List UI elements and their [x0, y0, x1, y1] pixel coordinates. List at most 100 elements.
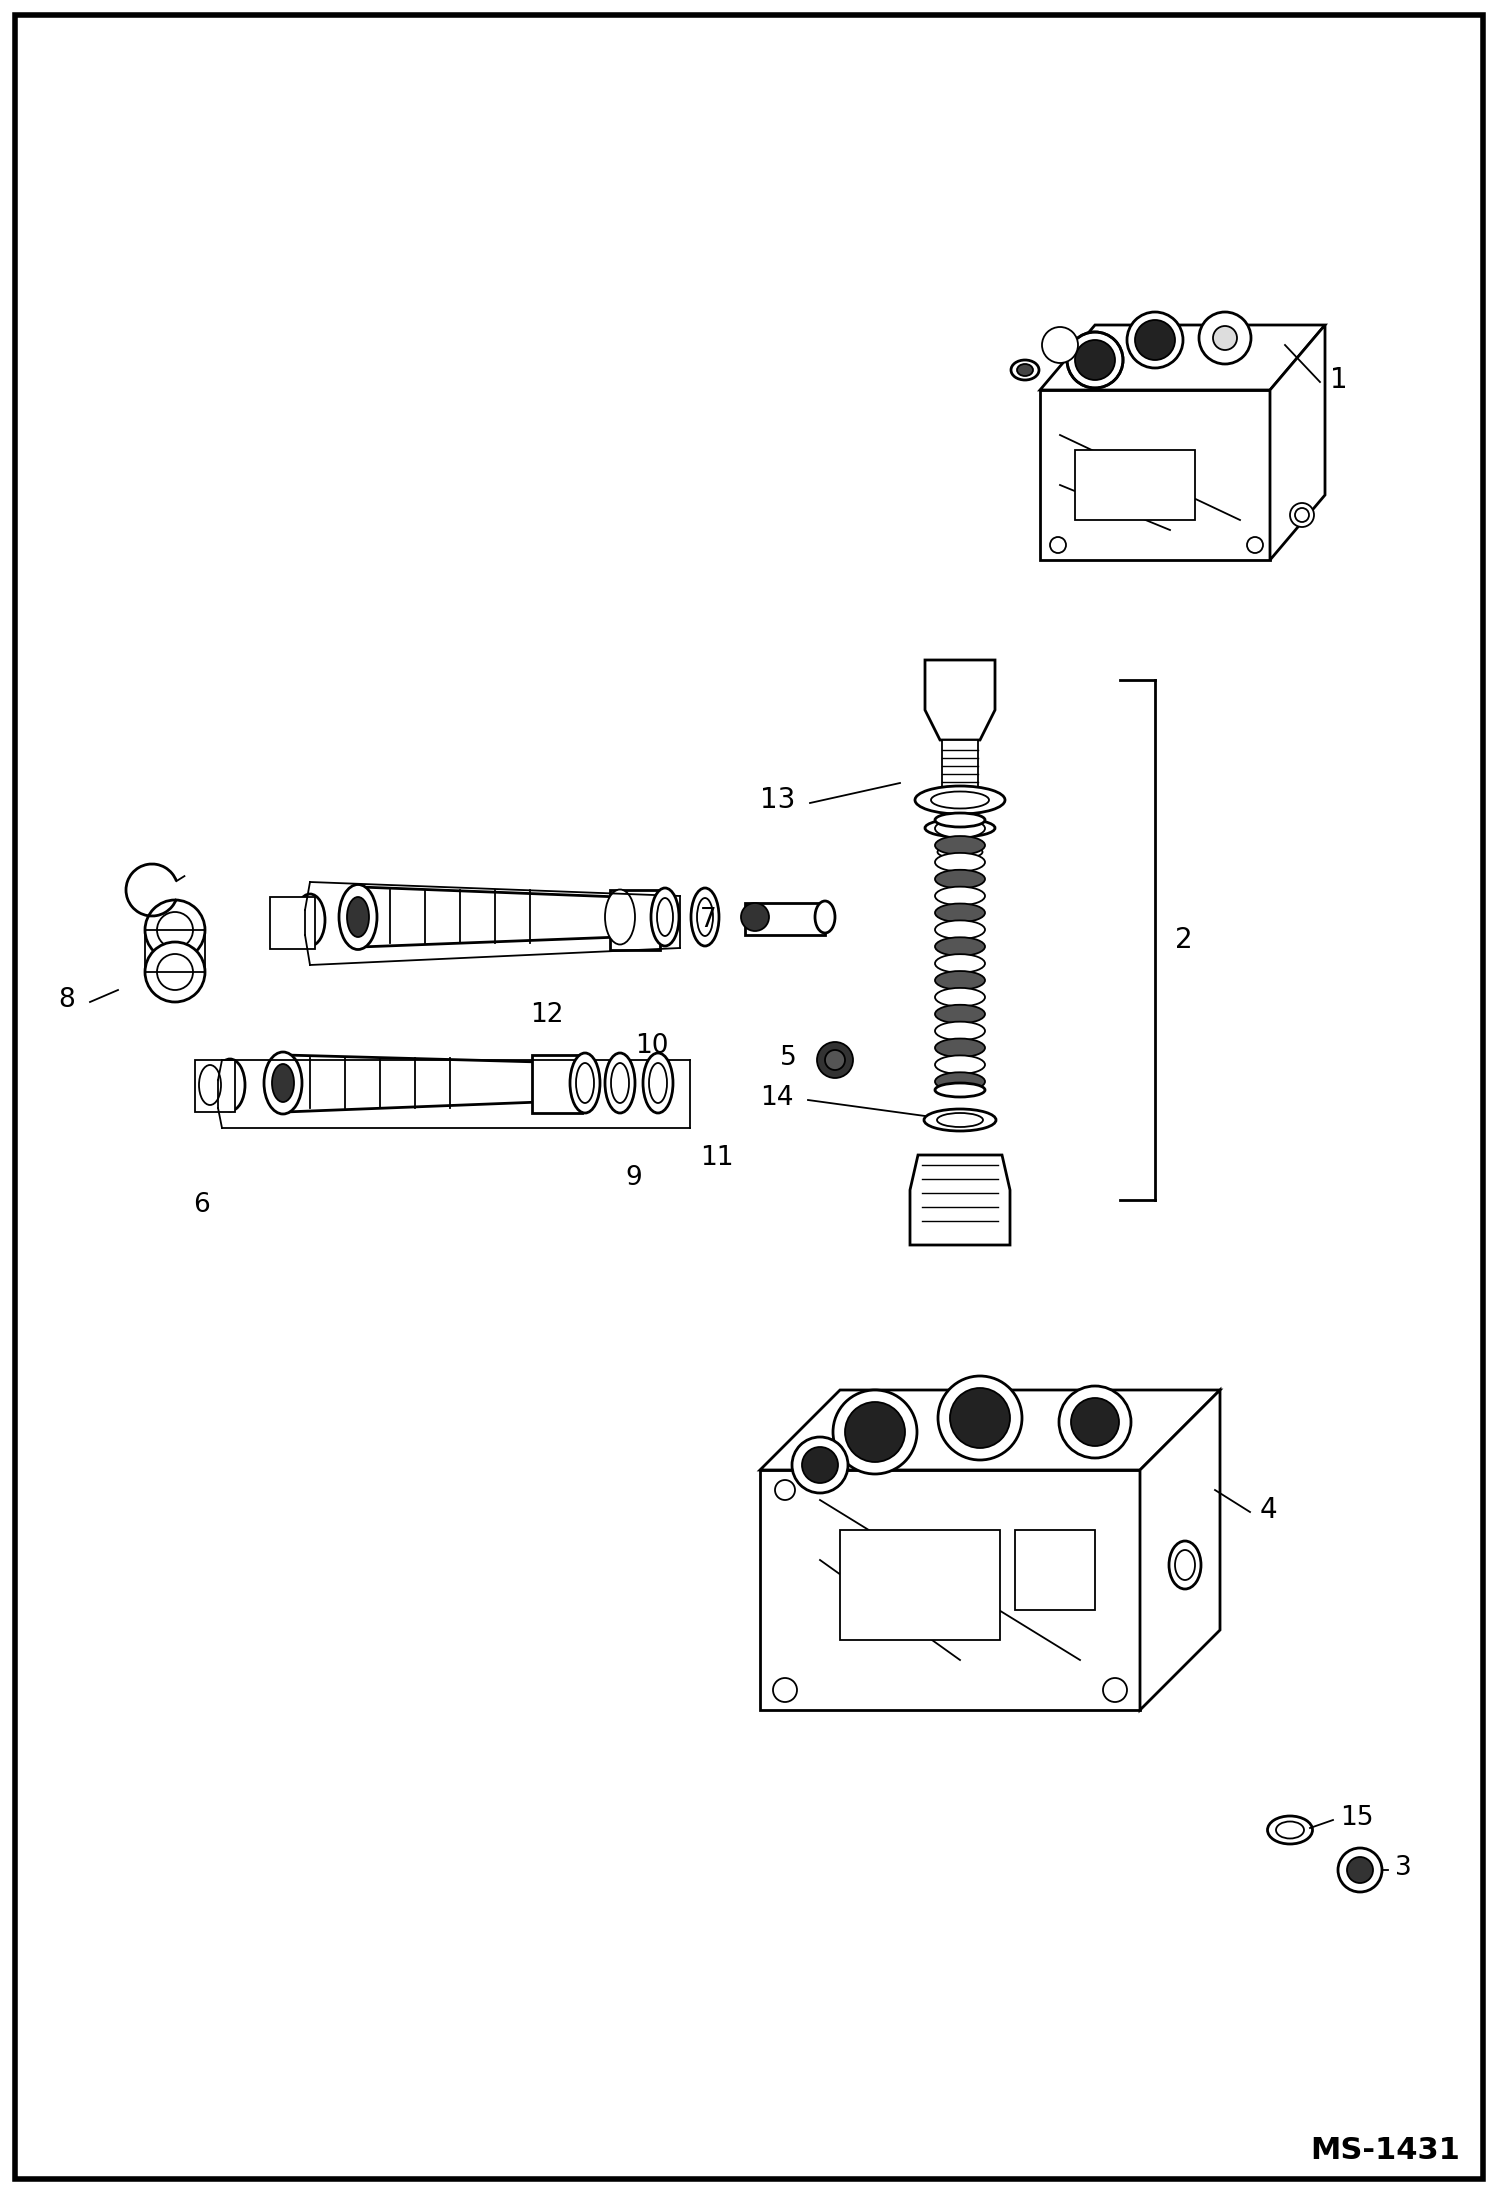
Circle shape [1071, 1398, 1119, 1446]
Bar [840, 1529, 1001, 1639]
Circle shape [157, 913, 193, 948]
Ellipse shape [935, 1055, 986, 1075]
Ellipse shape [339, 884, 377, 950]
Ellipse shape [935, 1073, 986, 1090]
Ellipse shape [935, 818, 986, 838]
Bar [532, 1055, 583, 1112]
Polygon shape [1040, 325, 1326, 391]
Text: 2: 2 [1174, 926, 1192, 954]
Ellipse shape [924, 1108, 996, 1130]
Circle shape [950, 1389, 1010, 1448]
Ellipse shape [935, 836, 986, 856]
Ellipse shape [649, 1064, 667, 1104]
Ellipse shape [935, 869, 986, 889]
Polygon shape [285, 1055, 539, 1112]
Circle shape [1198, 312, 1251, 364]
Ellipse shape [935, 937, 986, 957]
Ellipse shape [930, 792, 989, 810]
Circle shape [1126, 312, 1183, 369]
Ellipse shape [1267, 1817, 1312, 1843]
Ellipse shape [935, 904, 986, 921]
Circle shape [145, 941, 205, 1003]
Ellipse shape [605, 1053, 635, 1112]
Text: 9: 9 [625, 1165, 641, 1191]
Ellipse shape [935, 853, 986, 871]
Bar [745, 904, 825, 935]
Polygon shape [360, 886, 620, 948]
Ellipse shape [938, 823, 983, 834]
Circle shape [1103, 1678, 1126, 1703]
Circle shape [1338, 1847, 1383, 1891]
Polygon shape [759, 1470, 1140, 1709]
Ellipse shape [935, 1005, 986, 1022]
Circle shape [816, 1042, 852, 1077]
Bar [942, 739, 978, 790]
Ellipse shape [1168, 1540, 1201, 1588]
Circle shape [1067, 331, 1124, 388]
Ellipse shape [273, 1064, 294, 1101]
Circle shape [742, 904, 768, 930]
Ellipse shape [279, 904, 301, 943]
Circle shape [938, 1376, 1022, 1459]
Ellipse shape [264, 1051, 303, 1115]
Ellipse shape [924, 818, 995, 836]
Ellipse shape [605, 889, 635, 943]
Ellipse shape [652, 889, 679, 946]
Text: 12: 12 [530, 1003, 563, 1029]
Ellipse shape [658, 897, 673, 937]
Ellipse shape [697, 897, 713, 937]
Text: 14: 14 [759, 1086, 794, 1110]
Ellipse shape [935, 1038, 986, 1058]
Ellipse shape [1017, 364, 1034, 375]
Ellipse shape [577, 1064, 595, 1104]
Circle shape [1347, 1856, 1374, 1882]
Circle shape [833, 1391, 917, 1474]
Circle shape [1246, 538, 1263, 553]
Circle shape [1135, 320, 1174, 360]
Text: 11: 11 [700, 1145, 734, 1172]
Circle shape [774, 1481, 795, 1501]
Ellipse shape [935, 886, 986, 906]
Circle shape [1076, 340, 1115, 380]
Bar [610, 891, 661, 950]
Ellipse shape [611, 1064, 629, 1104]
Ellipse shape [691, 889, 719, 946]
Circle shape [1294, 509, 1309, 522]
Bar [270, 897, 315, 950]
Circle shape [801, 1448, 837, 1483]
Bar [195, 1060, 235, 1112]
Circle shape [1290, 502, 1314, 527]
Ellipse shape [348, 897, 369, 937]
Ellipse shape [935, 987, 986, 1007]
Bar [145, 930, 205, 972]
Ellipse shape [199, 1064, 222, 1106]
Ellipse shape [935, 1022, 986, 1040]
Ellipse shape [935, 814, 986, 827]
Circle shape [1050, 538, 1067, 553]
Text: 8: 8 [58, 987, 75, 1014]
Ellipse shape [938, 1112, 983, 1128]
Bar [1016, 1529, 1095, 1610]
Ellipse shape [935, 1084, 986, 1097]
Circle shape [1059, 1387, 1131, 1459]
Text: MS-1431: MS-1431 [1311, 2137, 1461, 2165]
Circle shape [157, 954, 193, 989]
Polygon shape [1270, 325, 1326, 559]
Ellipse shape [815, 902, 834, 932]
Text: 15: 15 [1341, 1806, 1374, 1832]
Circle shape [1213, 327, 1237, 351]
Text: 3: 3 [1395, 1854, 1411, 1880]
Circle shape [773, 1678, 797, 1703]
Polygon shape [759, 1391, 1219, 1470]
Circle shape [825, 1051, 845, 1071]
Ellipse shape [915, 785, 1005, 814]
Ellipse shape [938, 845, 983, 858]
Circle shape [145, 900, 205, 961]
Text: 13: 13 [759, 785, 795, 814]
Ellipse shape [295, 893, 325, 946]
Polygon shape [909, 1154, 1010, 1244]
Text: 5: 5 [780, 1044, 797, 1071]
Text: 10: 10 [635, 1033, 668, 1060]
Ellipse shape [1276, 1821, 1303, 1839]
Bar [1076, 450, 1195, 520]
